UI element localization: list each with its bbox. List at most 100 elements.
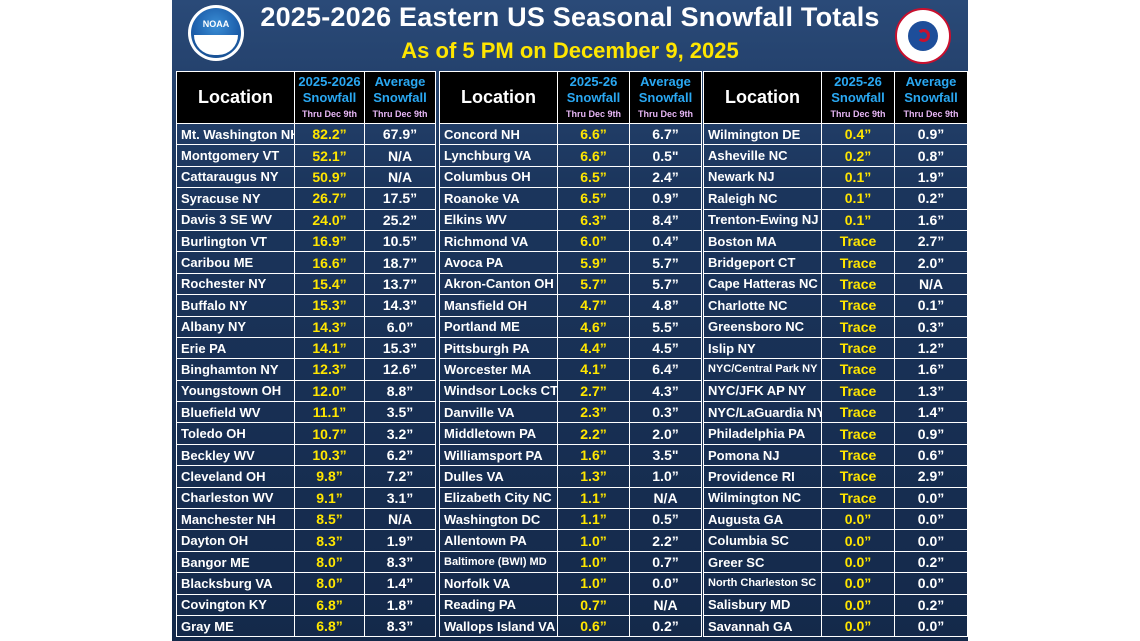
location-cell: Wallops Island VA (439, 614, 558, 638)
season-snowfall-cell: 0.7” (557, 593, 630, 616)
average-snowfall-cell: 3.1” (364, 486, 436, 510)
location-cell: Binghamton NY (176, 358, 295, 381)
location-cell: Caribou ME (176, 251, 295, 274)
season-snowfall-cell: 0.1” (821, 165, 895, 189)
season-snowfall-cell: 4.6” (557, 315, 630, 338)
average-snowfall-cell: 0.0” (894, 572, 968, 595)
season-snowfall-cell: 11.1” (294, 401, 365, 424)
location-cell: Mansfield OH (439, 294, 558, 317)
average-snowfall-header: Average Snowfall Thru Dec 9th (364, 71, 436, 124)
season-snowfall-cell: 15.4” (294, 272, 365, 296)
average-snowfall-cell: 67.9” (364, 122, 436, 146)
average-snowfall-cell: 0.0” (894, 614, 968, 638)
season-snowfall-cell: 10.7” (294, 422, 365, 445)
location-cell: Blacksburg VA (176, 572, 295, 595)
average-snowfall-cell: 6.7” (629, 122, 702, 146)
location-cell: Bluefield WV (176, 401, 295, 424)
season-snowfall-cell: Trace (821, 401, 895, 424)
season-snowfall-cell: 24.0” (294, 208, 365, 231)
table-row: Gray ME 6.8” 8.3” (176, 614, 436, 638)
season-snowfall-cell: 16.6” (294, 251, 365, 274)
location-cell: Pomona NJ (703, 443, 822, 467)
average-snowfall-cell: 0.5” (629, 508, 702, 531)
average-snowfall-cell: 0.1” (894, 294, 968, 317)
season-snowfall-cell: 8.5” (294, 508, 365, 531)
noaa-wave-icon (194, 35, 238, 55)
location-cell: Salisbury MD (703, 593, 822, 616)
average-snowfall-cell: 3.5" (629, 443, 702, 467)
season-snowfall-cell: 2.3” (557, 401, 630, 424)
season-snowfall-cell: 50.9” (294, 165, 365, 189)
season-snowfall-cell: Trace (821, 465, 895, 488)
average-snowfall-cell: 6.4” (629, 358, 702, 381)
table-row: Pittsburgh PA 4.4” 4.5” (439, 336, 702, 360)
average-snowfall-cell: 1.3” (894, 379, 968, 403)
average-snowfall-cell: 8.4” (629, 208, 702, 231)
location-header: Location (439, 71, 558, 124)
average-snowfall-cell: 0.3” (894, 315, 968, 338)
table-row: Bridgeport CT Trace 2.0” (703, 251, 968, 274)
season-snowfall-cell: 15.3” (294, 294, 365, 317)
average-snowfall-cell: 0.3” (629, 401, 702, 424)
season-snowfall-cell: 6.8” (294, 614, 365, 638)
location-cell: Augusta GA (703, 508, 822, 531)
location-cell: Greer SC (703, 550, 822, 574)
season-snowfall-cell: 52.1” (294, 144, 365, 167)
average-snowfall-header: Average Snowfall Thru Dec 9th (894, 71, 968, 124)
season-snowfall-cell: 4.1” (557, 358, 630, 381)
average-snowfall-cell: 0.0” (894, 486, 968, 510)
location-cell: Cleveland OH (176, 465, 295, 488)
average-snowfall-cell: 1.6” (894, 358, 968, 381)
average-snowfall-cell: 6.2” (364, 443, 436, 467)
average-snowfall-cell: 2.0” (894, 251, 968, 274)
average-snowfall-cell: 2.2” (629, 529, 702, 552)
location-cell: NYC/LaGuardia NY (703, 401, 822, 424)
season-snowfall-cell: Trace (821, 315, 895, 338)
table-row: Albany NY 14.3” 6.0” (176, 315, 436, 338)
season-snowfall-cell: Trace (821, 272, 895, 296)
location-cell: Elizabeth City NC (439, 486, 558, 510)
location-cell: Newark NJ (703, 165, 822, 189)
average-snowfall-cell: 2.4” (629, 165, 702, 189)
location-cell: Trenton-Ewing NJ (703, 208, 822, 231)
table-row: Elkins WV 6.3” 8.4” (439, 208, 702, 231)
table-row: Boston MA Trace 2.7” (703, 229, 968, 253)
average-snowfall-cell: 13.7” (364, 272, 436, 296)
location-header: Location (703, 71, 822, 124)
table-row: Mansfield OH 4.7” 4.8” (439, 294, 702, 317)
table-row: Avoca PA 5.9” 5.7” (439, 251, 702, 274)
season-snowfall-cell: 1.0” (557, 529, 630, 552)
table-row: Cattaraugus NY 50.9” N/A (176, 165, 436, 189)
table-row: Caribou ME 16.6” 18.7” (176, 251, 436, 274)
table-row: Wallops Island VA 0.6” 0.2” (439, 614, 702, 638)
average-snowfall-cell: 2.7” (894, 229, 968, 253)
location-cell: Wilmington NC (703, 486, 822, 510)
average-snowfall-cell: 1.4” (364, 572, 436, 595)
table-row: Erie PA 14.1” 15.3” (176, 336, 436, 360)
average-snowfall-cell: 10.5” (364, 229, 436, 253)
season-snowfall-cell: 6.5” (557, 187, 630, 210)
table-row: Providence RI Trace 2.9” (703, 465, 968, 488)
average-snowfall-cell: 25.2” (364, 208, 436, 231)
table-row: Bangor ME 8.0” 8.3” (176, 550, 436, 574)
average-snowfall-cell: 0.9” (629, 187, 702, 210)
table-row: Baltimore (BWI) MD 1.0” 0.7” (439, 550, 702, 574)
average-snowfall-cell: 0.0” (894, 529, 968, 552)
season-snowfall-cell: 5.7” (557, 272, 630, 296)
location-cell: Raleigh NC (703, 187, 822, 210)
table-row: Williamsport PA 1.6” 3.5" (439, 443, 702, 467)
table-row: Binghamton NY 12.3” 12.6” (176, 358, 436, 381)
table-row: Danville VA 2.3” 0.3” (439, 401, 702, 424)
season-snowfall-cell: 4.7” (557, 294, 630, 317)
season-snowfall-cell: 0.2” (821, 144, 895, 167)
location-cell: Concord NH (439, 122, 558, 146)
season-snowfall-cell: 2.7” (557, 379, 630, 403)
season-snowfall-cell: 0.0” (821, 550, 895, 574)
average-snowfall-cell: N/A (629, 486, 702, 510)
table-row: Charleston WV 9.1” 3.1” (176, 486, 436, 510)
table-row: Syracuse NY 26.7” 17.5” (176, 187, 436, 210)
table-row: Trenton-Ewing NJ 0.1” 1.6” (703, 208, 968, 231)
average-snowfall-cell: 0.2” (629, 614, 702, 638)
location-cell: Bridgeport CT (703, 251, 822, 274)
location-cell: Covington KY (176, 593, 295, 616)
